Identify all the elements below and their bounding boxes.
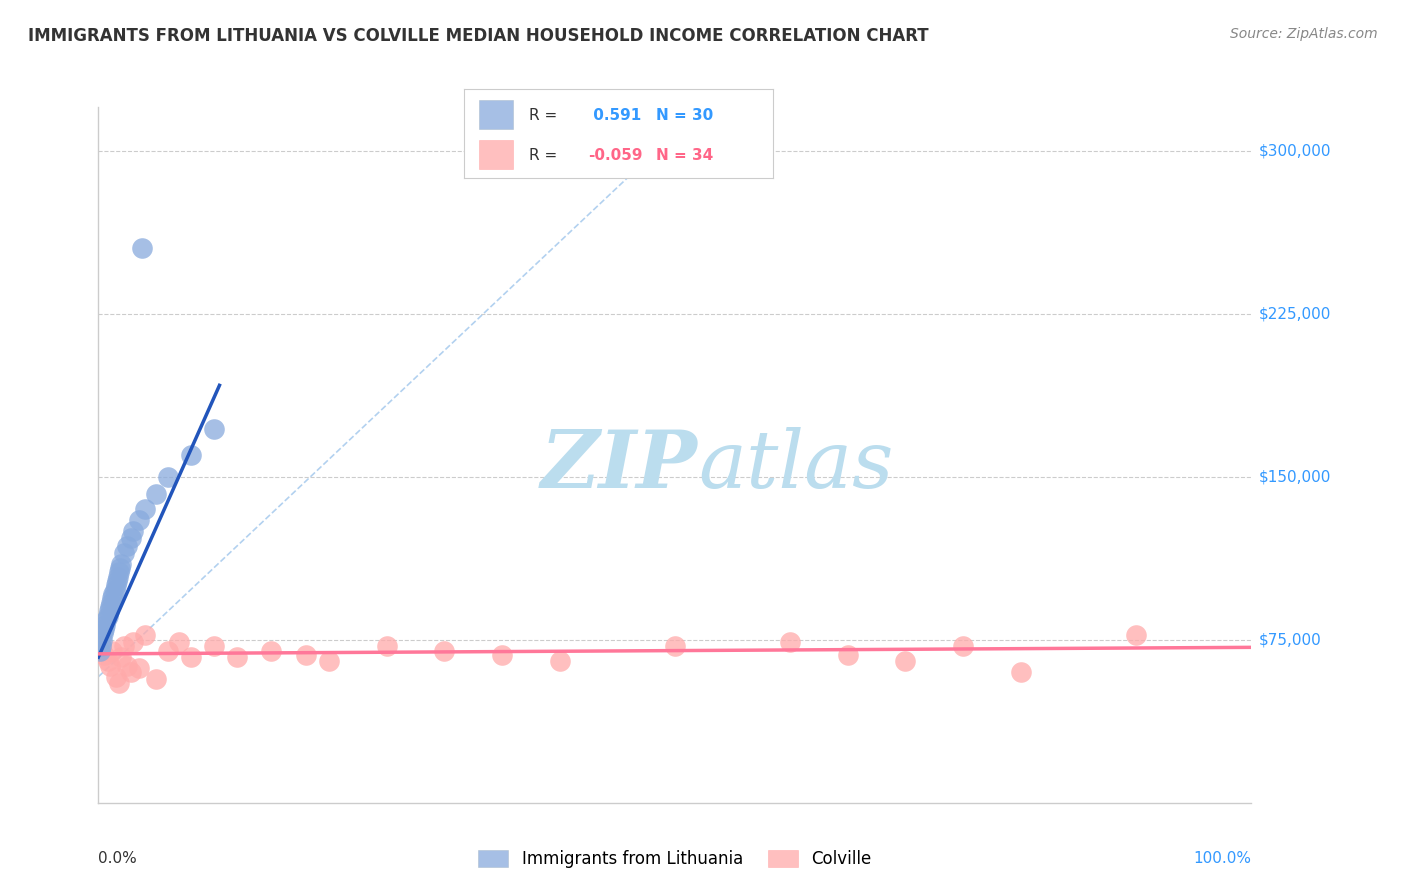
Point — [100, 596, 122, 610]
Point — [433, 643, 456, 657]
Point — [1125, 628, 1147, 642]
Point — [108, 676, 131, 690]
Text: 100.0%: 100.0% — [1194, 851, 1251, 865]
Point — [180, 650, 202, 665]
Point — [202, 422, 225, 436]
Point — [90, 639, 112, 653]
Text: $300,000: $300,000 — [1258, 143, 1331, 158]
Point — [134, 628, 156, 642]
Point — [318, 655, 340, 669]
FancyBboxPatch shape — [479, 100, 513, 129]
Point — [97, 608, 120, 623]
Text: $150,000: $150,000 — [1258, 469, 1330, 484]
Point — [120, 665, 142, 680]
FancyBboxPatch shape — [479, 140, 513, 169]
Point — [97, 605, 120, 619]
Text: $75,000: $75,000 — [1258, 632, 1322, 648]
Point — [295, 648, 318, 662]
Point — [156, 469, 179, 483]
Text: R =: R = — [529, 108, 562, 122]
Point — [120, 531, 142, 545]
Point — [98, 658, 121, 673]
Point — [952, 639, 974, 653]
Point — [101, 643, 124, 657]
Point — [90, 639, 112, 653]
Point — [664, 639, 686, 653]
Text: 0.591: 0.591 — [588, 108, 641, 122]
Point — [103, 587, 125, 601]
Point — [94, 617, 117, 632]
Point — [128, 513, 150, 527]
Point — [225, 650, 247, 665]
Point — [104, 578, 127, 592]
Point — [104, 670, 127, 684]
Point — [110, 650, 132, 665]
Point — [108, 566, 131, 580]
Point — [96, 613, 118, 627]
Point — [128, 661, 150, 675]
Point — [145, 487, 167, 501]
Point — [105, 574, 128, 588]
Text: N = 30: N = 30 — [655, 108, 713, 122]
Text: ZIP: ZIP — [541, 427, 697, 505]
Point — [97, 655, 120, 669]
Legend: Immigrants from Lithuania, Colville: Immigrants from Lithuania, Colville — [471, 843, 879, 875]
Point — [93, 648, 115, 662]
Point — [202, 639, 225, 653]
Text: IMMIGRANTS FROM LITHUANIA VS COLVILLE MEDIAN HOUSEHOLD INCOME CORRELATION CHART: IMMIGRANTS FROM LITHUANIA VS COLVILLE ME… — [28, 27, 929, 45]
Point — [122, 635, 145, 649]
Point — [91, 626, 114, 640]
Point — [103, 582, 125, 597]
Point — [117, 539, 139, 553]
Point — [90, 632, 112, 647]
Point — [98, 600, 121, 615]
Point — [122, 524, 145, 538]
Point — [110, 561, 132, 575]
Point — [894, 655, 917, 669]
Text: N = 34: N = 34 — [655, 148, 713, 162]
Text: 0.0%: 0.0% — [98, 851, 138, 865]
Point — [112, 639, 135, 653]
Text: R =: R = — [529, 148, 562, 162]
Point — [117, 658, 139, 673]
Point — [89, 643, 111, 657]
Point — [548, 655, 571, 669]
Point — [134, 502, 156, 516]
Text: Source: ZipAtlas.com: Source: ZipAtlas.com — [1230, 27, 1378, 41]
Point — [491, 648, 513, 662]
Point — [112, 546, 135, 560]
Point — [110, 557, 132, 571]
Point — [779, 635, 801, 649]
Point — [837, 648, 859, 662]
Point — [131, 241, 153, 255]
Point — [101, 591, 124, 606]
Point — [145, 672, 167, 686]
Point — [156, 643, 179, 657]
Text: $225,000: $225,000 — [1258, 306, 1330, 321]
Point — [375, 639, 398, 653]
Point — [107, 570, 129, 584]
Point — [260, 643, 283, 657]
Point — [1010, 665, 1032, 680]
Text: atlas: atlas — [697, 427, 893, 505]
Point — [93, 622, 115, 636]
Point — [167, 635, 190, 649]
Text: -0.059: -0.059 — [588, 148, 643, 162]
Point — [180, 448, 202, 462]
